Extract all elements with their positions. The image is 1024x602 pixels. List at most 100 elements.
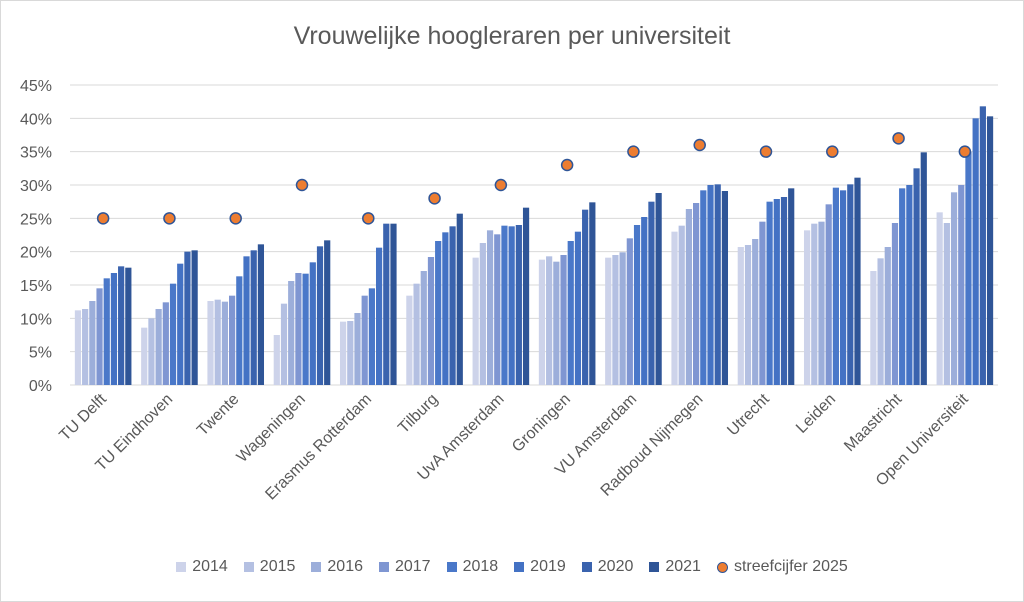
bar-2016 — [221, 301, 229, 385]
bar-2017 — [626, 238, 633, 385]
legend-item-target: streefcijfer 2025 — [716, 558, 848, 576]
bar-2018 — [103, 278, 110, 385]
bar-2018 — [899, 188, 906, 385]
legend-label: 2014 — [192, 558, 228, 575]
bar-2018 — [501, 225, 508, 385]
bar-2018 — [700, 190, 707, 385]
target-marker — [958, 145, 972, 158]
bar-2015 — [82, 309, 89, 385]
target-marker — [759, 145, 773, 158]
bar-2018 — [236, 276, 243, 385]
bar-2018 — [368, 288, 375, 385]
bar-2020 — [118, 266, 125, 385]
bar-2019 — [110, 273, 118, 385]
bar-2016 — [619, 252, 626, 385]
bar-2015 — [943, 223, 950, 385]
target-marker — [892, 132, 905, 145]
bar-2019 — [773, 199, 780, 385]
x-tick-label: Twente — [194, 391, 243, 440]
legend-item-2020: 2020 — [581, 558, 633, 576]
bar-2021 — [125, 267, 132, 385]
bar-2017 — [494, 234, 501, 385]
bar-2015 — [811, 223, 818, 385]
bar-2019 — [442, 232, 449, 385]
bar-2014 — [74, 310, 82, 385]
legend-item-2017: 2017 — [378, 558, 431, 576]
legend-swatch — [243, 562, 254, 572]
bar-2014 — [803, 230, 811, 385]
bar-2014 — [737, 247, 744, 385]
bar-2016 — [354, 313, 361, 385]
bar-2014 — [207, 301, 214, 385]
legend-label: 2016 — [327, 558, 363, 575]
bar-2019 — [177, 263, 184, 385]
bar-2020 — [316, 246, 324, 385]
y-tick-label: 30% — [20, 178, 52, 195]
legend-label: streefcijfer 2025 — [733, 558, 848, 575]
bar-2017 — [295, 273, 302, 385]
bar-2021 — [721, 191, 729, 385]
bar-2015 — [413, 283, 420, 385]
bar-2021 — [788, 188, 795, 385]
legend-swatch — [514, 562, 525, 572]
x-tick-label: Groningen — [509, 391, 574, 456]
bar-2020 — [184, 251, 191, 385]
bar-2020 — [582, 209, 589, 385]
bar-2017 — [361, 295, 368, 385]
bar-2017 — [693, 203, 700, 385]
target-marker — [560, 158, 574, 172]
legend-swatch — [649, 562, 660, 572]
legend-label: 2019 — [530, 558, 566, 575]
x-tick-label: Tilburg — [395, 391, 441, 437]
bar-2017 — [891, 223, 899, 385]
bar-2014 — [141, 327, 148, 385]
target-marker — [295, 178, 309, 192]
bar-2021 — [324, 240, 331, 385]
bar-2014 — [472, 257, 479, 385]
y-tick-label: 5% — [29, 345, 52, 362]
bar-2019 — [508, 226, 515, 385]
legend-item-2018: 2018 — [446, 558, 498, 576]
bar-2021 — [920, 152, 927, 385]
bar-2018 — [302, 273, 309, 385]
bar-2019 — [641, 217, 648, 385]
bar-2021 — [191, 250, 198, 385]
bar-2018 — [965, 151, 972, 385]
bar-2014 — [273, 335, 280, 385]
bar-2019 — [243, 256, 250, 385]
bar-2020 — [847, 184, 854, 385]
legend-swatch — [581, 562, 592, 572]
bar-2019 — [707, 185, 714, 385]
bar-2014 — [406, 295, 413, 385]
target-marker — [96, 212, 110, 225]
target-marker — [229, 212, 242, 225]
bar-2015 — [280, 303, 288, 385]
bar-2021 — [854, 177, 861, 385]
bar-2019 — [906, 185, 913, 385]
legend-marker-icon — [716, 561, 728, 573]
bar-2017 — [560, 255, 567, 385]
bar-2021 — [257, 244, 265, 385]
bar-2019 — [839, 190, 847, 385]
bar-2018 — [832, 187, 839, 385]
bar-2017 — [96, 288, 103, 385]
bar-2020 — [648, 201, 655, 385]
bar-2020 — [979, 106, 986, 385]
x-tick-label: Maastricht — [841, 390, 906, 455]
y-tick-label: 20% — [20, 245, 52, 262]
bar-2018 — [567, 241, 574, 385]
legend-item-2016: 2016 — [311, 558, 363, 576]
bar-2019 — [309, 262, 316, 385]
bar-2014 — [339, 321, 347, 385]
legend-item-2019: 2019 — [514, 558, 566, 576]
target-marker — [428, 192, 441, 205]
bar-2019 — [972, 118, 979, 385]
bar-2014 — [605, 257, 612, 385]
bar-2016 — [818, 221, 825, 385]
bar-2015 — [612, 255, 619, 385]
target-marker — [163, 212, 176, 225]
bar-2020 — [515, 225, 522, 385]
bar-2015 — [347, 321, 354, 385]
bar-2015 — [877, 258, 884, 385]
bar-2014 — [936, 212, 943, 385]
